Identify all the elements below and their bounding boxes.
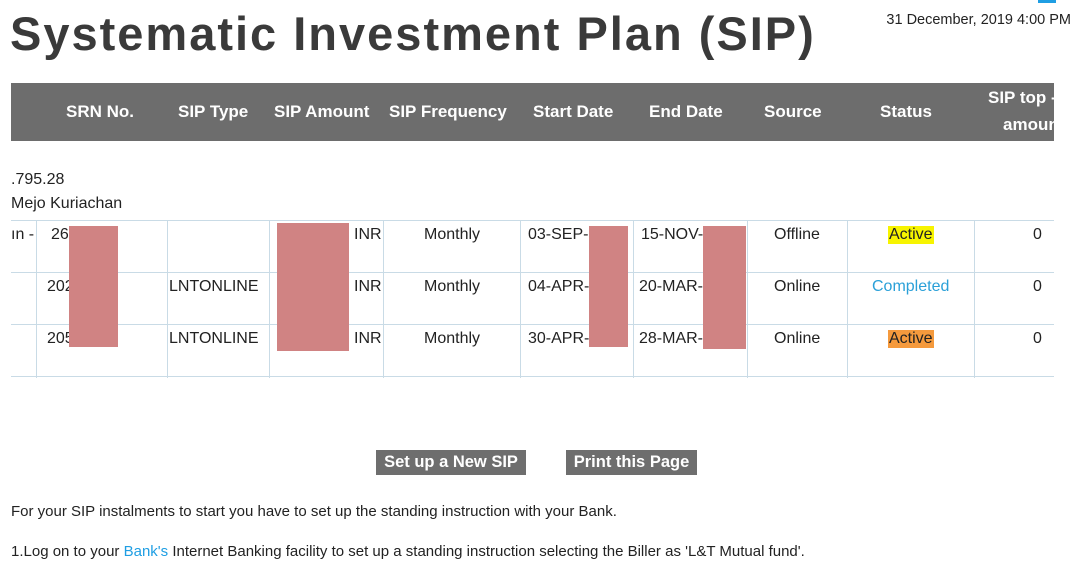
end-date-cell: 15-NOV- — [641, 226, 704, 243]
sip-type-cell: LNTONLINE — [169, 278, 259, 295]
start-date-cell: 03-SEP- — [528, 226, 589, 243]
investor-name: Mejo Kuriachan — [11, 195, 123, 212]
header-srn: SRN No. — [66, 102, 134, 121]
column-divider — [974, 221, 975, 378]
topup-cell: 0 — [1033, 278, 1042, 295]
redaction-srn — [69, 226, 118, 347]
start-date-cell: 30-APR- — [528, 330, 590, 347]
setup-new-sip-button[interactable]: Set up a New SIP — [376, 450, 526, 475]
srn-cell: 202 — [47, 278, 74, 295]
column-divider — [167, 221, 168, 378]
end-date-cell: 20-MAR- — [639, 278, 704, 295]
status-badge: Completed — [872, 278, 950, 295]
header-start-date: Start Date — [533, 102, 614, 121]
frequency-cell: Monthly — [424, 226, 481, 243]
sip-table-body: ın - 26 INR Monthly 03-SEP- 15-NOV- Offl… — [11, 220, 1054, 378]
row-lead-text: ın - — [11, 226, 35, 243]
bank-link[interactable]: Bank's — [123, 543, 169, 560]
header-sip-topup: SIP top - amoun — [988, 83, 1054, 141]
column-divider — [847, 221, 848, 378]
source-cell: Offline — [774, 226, 820, 243]
topup-cell: 0 — [1033, 330, 1042, 347]
column-divider — [269, 221, 270, 378]
header-source: Source — [764, 102, 822, 121]
column-divider — [633, 221, 634, 378]
amount-fragment: .795.28 — [11, 171, 65, 188]
header-sip-frequency: SIP Frequency — [389, 102, 507, 121]
datetime-stamp: 31 December, 2019 4:00 PM — [886, 12, 1071, 28]
print-page-button[interactable]: Print this Page — [566, 450, 697, 475]
header-end-date: End Date — [649, 102, 723, 121]
srn-cell: 26 — [51, 226, 69, 243]
table-row: ın - 26 INR Monthly 03-SEP- 15-NOV- Offl… — [11, 221, 1054, 273]
header-topup-line2: amoun — [1003, 115, 1054, 134]
source-cell: Online — [774, 330, 821, 347]
header-topup-line1: SIP top - — [988, 88, 1054, 107]
scroll-indicator — [1038, 0, 1056, 3]
instruction-step-prefix: 1.Log on to your — [11, 543, 124, 560]
topup-cell: 0 — [1033, 226, 1042, 243]
header-sip-type: SIP Type — [178, 102, 249, 121]
sip-type-cell: LNTONLINE — [169, 330, 259, 347]
header-status: Status — [880, 102, 932, 121]
instruction-step-1: 1.Log on to your Bank's Internet Banking… — [11, 543, 805, 560]
redaction-amount — [277, 223, 349, 351]
table-header: SRN No. SIP Type SIP Amount SIP Frequenc… — [11, 83, 1054, 141]
end-date-cell: 28-MAR- — [639, 330, 704, 347]
table-row: 202 LNTONLINE INR Monthly 04-APR- 20-MAR… — [11, 273, 1054, 325]
currency-cell: INR — [354, 278, 382, 295]
column-divider — [36, 221, 37, 378]
start-date-cell: 04-APR- — [528, 278, 590, 295]
status-badge: Active — [888, 330, 934, 348]
redaction-start-date — [589, 226, 628, 347]
page-title: Systematic Investment Plan (SIP) — [10, 7, 816, 60]
header-sip-amount: SIP Amount — [274, 102, 370, 121]
column-divider — [520, 221, 521, 378]
redaction-end-date — [703, 226, 746, 349]
source-cell: Online — [774, 278, 821, 295]
instruction-text: For your SIP instalments to start you ha… — [11, 503, 617, 520]
instruction-step-suffix: Internet Banking facility to set up a st… — [168, 543, 805, 560]
srn-cell: 205 — [47, 330, 74, 347]
currency-cell: INR — [354, 226, 382, 243]
column-divider — [747, 221, 748, 378]
column-divider — [383, 221, 384, 378]
frequency-cell: Monthly — [424, 330, 481, 347]
currency-cell: INR — [354, 330, 382, 347]
frequency-cell: Monthly — [424, 278, 481, 295]
table-row: 205 LNTONLINE INR Monthly 30-APR- 28-MAR… — [11, 325, 1054, 377]
status-badge: Active — [888, 226, 934, 244]
